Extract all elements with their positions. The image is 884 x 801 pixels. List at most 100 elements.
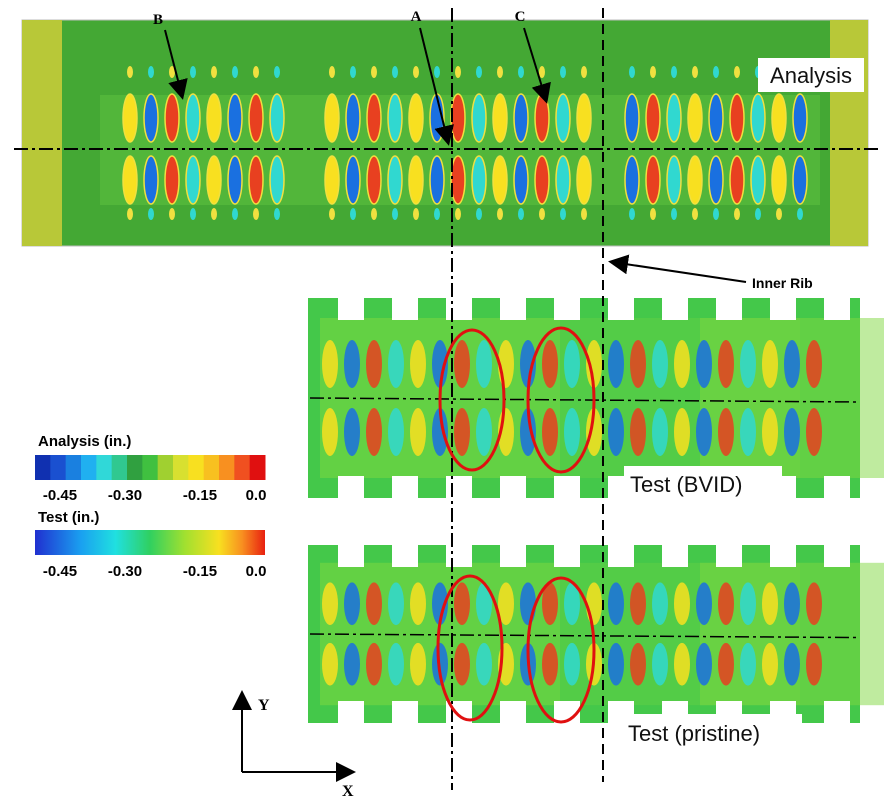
contour-dot xyxy=(434,208,440,220)
contour-blob xyxy=(344,408,360,456)
colorbar-tick-label: 0.0 xyxy=(246,563,267,580)
contour-blob xyxy=(123,156,137,204)
contour-dot xyxy=(776,208,782,220)
contour-blob xyxy=(674,643,690,686)
notch xyxy=(662,545,688,567)
contour-blob xyxy=(542,408,558,456)
contour-dot xyxy=(650,66,656,78)
point-label: C xyxy=(515,9,526,25)
contour-blob xyxy=(784,582,800,625)
colorbar-cell xyxy=(188,455,204,480)
notch xyxy=(770,545,796,567)
figure: -0.45-0.30-0.150.0-0.45-0.30-0.150.0 B A… xyxy=(0,0,884,801)
contour-blob xyxy=(696,582,712,625)
contour-blob xyxy=(228,94,242,142)
colorbar-cell xyxy=(173,455,189,480)
contour-blob xyxy=(207,156,221,204)
contour-blob xyxy=(608,582,624,625)
contour-dot xyxy=(476,66,482,78)
contour-blob xyxy=(144,156,158,204)
contour-blob xyxy=(409,94,423,142)
notch xyxy=(824,476,850,498)
contour-dot xyxy=(581,66,587,78)
contour-blob xyxy=(577,94,591,142)
contour-blob xyxy=(630,643,646,686)
contour-blob xyxy=(388,94,402,142)
notch xyxy=(716,545,742,567)
contour-dot xyxy=(127,208,133,220)
pointer xyxy=(612,262,746,282)
contour-dot xyxy=(148,208,154,220)
contour-dot xyxy=(169,208,175,220)
notch xyxy=(554,476,580,498)
contour-dot xyxy=(629,66,635,78)
notch xyxy=(716,298,742,320)
contour-blob xyxy=(322,340,338,388)
contour-blob xyxy=(625,156,639,204)
contour-dot xyxy=(190,208,196,220)
contour-blob xyxy=(652,643,668,686)
contour-blob xyxy=(772,156,786,204)
notch xyxy=(608,545,634,567)
contour-dot xyxy=(629,208,635,220)
contour-blob xyxy=(388,643,404,686)
contour-dot xyxy=(253,208,259,220)
colorbar-cell xyxy=(250,455,266,480)
contour-dot xyxy=(455,208,461,220)
contour-blob xyxy=(186,94,200,142)
notch xyxy=(338,545,364,567)
contour-blob xyxy=(556,94,570,142)
notch xyxy=(392,476,418,498)
contour-blob xyxy=(144,94,158,142)
notch xyxy=(554,545,580,567)
contour-blob xyxy=(577,156,591,204)
contour-blob xyxy=(608,340,624,388)
contour-blob xyxy=(346,94,360,142)
contour-dot xyxy=(539,66,545,78)
contour-blob xyxy=(762,340,778,388)
contour-blob xyxy=(472,156,486,204)
contour-dot xyxy=(274,66,280,78)
contour-dot xyxy=(392,66,398,78)
colorbar-tick-label: -0.15 xyxy=(183,487,217,504)
notch xyxy=(824,298,850,320)
contour-blob xyxy=(322,408,338,456)
contour-blob xyxy=(344,340,360,388)
contour-blob xyxy=(476,408,492,456)
contour-dot xyxy=(350,66,356,78)
notch xyxy=(824,701,850,723)
notch xyxy=(500,298,526,320)
contour-blob xyxy=(344,582,360,625)
contour-blob xyxy=(751,156,765,204)
notch xyxy=(770,298,796,320)
contour-blob xyxy=(772,94,786,142)
contour-blob xyxy=(454,643,470,686)
colorbar-cell xyxy=(81,455,97,480)
contour-blob xyxy=(410,340,426,388)
contour-blob xyxy=(366,340,382,388)
notch xyxy=(500,701,526,723)
contour-dot xyxy=(413,208,419,220)
contour-blob xyxy=(784,408,800,456)
contour-blob xyxy=(630,582,646,625)
colorbar-tick-label: -0.30 xyxy=(108,487,142,504)
contour-blob xyxy=(751,94,765,142)
contour-blob xyxy=(249,94,263,142)
contour-dot xyxy=(371,208,377,220)
annotation: Inner Rib xyxy=(752,275,813,291)
contour-dot xyxy=(371,66,377,78)
contour-dot xyxy=(713,66,719,78)
contour-blob xyxy=(564,340,580,388)
contour-blob xyxy=(165,156,179,204)
contour-dot xyxy=(518,208,524,220)
contour-dot xyxy=(413,66,419,78)
contour-blob xyxy=(388,340,404,388)
contour-dot xyxy=(671,208,677,220)
contour-blob xyxy=(367,156,381,204)
notch xyxy=(662,298,688,320)
contour-blob xyxy=(688,94,702,142)
colorbar-cell xyxy=(142,455,158,480)
contour-dot xyxy=(734,208,740,220)
notch xyxy=(446,298,472,320)
contour-blob xyxy=(646,156,660,204)
